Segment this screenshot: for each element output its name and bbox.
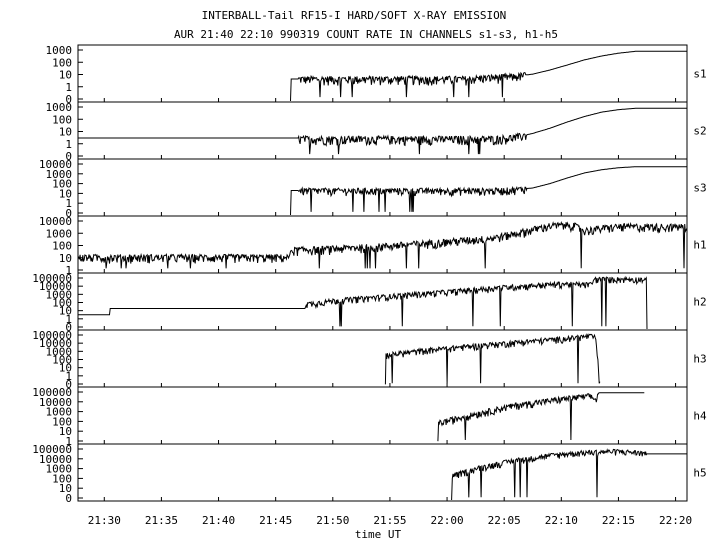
series-line-h2 [78, 275, 648, 330]
chart-subtitle: AUR 21:40 22:10 990319 COUNT RATE IN CHA… [174, 28, 558, 41]
x-tick-label: 21:35 [145, 514, 178, 527]
x-tick-label: 22:05 [488, 514, 521, 527]
y-tick-label: 100 [52, 56, 72, 69]
y-tick-label: 10 [59, 187, 72, 200]
y-tick-label: 10 [59, 425, 72, 438]
x-tick-label: 21:50 [316, 514, 349, 527]
y-tick-label: 1000 [46, 227, 73, 240]
panel-frame [77, 443, 688, 502]
series-line-s1 [290, 50, 687, 102]
y-tick-label: 1000 [46, 406, 73, 419]
y-tick-label: 100 [52, 354, 72, 367]
panel-frame [77, 101, 688, 160]
y-tick-label: 10000 [39, 280, 72, 293]
y-tick-label: 1 [65, 197, 72, 210]
panel-label: s2 [693, 125, 706, 138]
y-tick-label: 10 [59, 69, 72, 82]
y-tick-label: 100 [52, 178, 72, 191]
panel-frame [77, 215, 688, 274]
x-axis: 21:30 21:35 21:40 21:45 21:50 21:55 22:00 22:05… [88, 514, 692, 527]
y-tick-label: 0 [65, 207, 72, 220]
y-tick-label: 1 [65, 81, 72, 94]
y-tick-label: 0 [65, 93, 72, 106]
series-line-h1 [77, 221, 688, 269]
panel-label: h2 [693, 296, 706, 309]
y-tick-label: 100000 [32, 443, 72, 456]
y-tick-label: 100000 [32, 329, 72, 342]
y-tick-label: 1 [65, 264, 72, 277]
y-tick-label: 100 [52, 113, 72, 126]
panels: 10001001010s110001001010s210000100010010… [32, 44, 707, 505]
y-tick-label: 1000 [46, 288, 73, 301]
series-line-s3 [290, 166, 687, 216]
x-tick-label: 22:10 [545, 514, 578, 527]
y-tick-label: 0 [65, 378, 72, 391]
y-tick-label: 10000 [39, 453, 72, 466]
series-line-h4 [437, 392, 645, 442]
y-tick-label: 10 [59, 252, 72, 265]
y-tick-label: 100 [52, 240, 72, 253]
y-tick-label: 1 [65, 313, 72, 326]
y-tick-label: 10000 [39, 396, 72, 409]
chart-title: INTERBALL-Tail RF15-I HARD/SOFT X-RAY EM… [202, 9, 507, 22]
y-tick-label: 10000 [39, 215, 72, 228]
y-tick-label: 1000 [46, 101, 73, 114]
y-tick-label: 100 [52, 472, 72, 485]
y-tick-label: 1 [65, 370, 72, 383]
y-tick-label: 1 [65, 138, 72, 151]
series-line-h3 [384, 333, 601, 385]
y-tick-label: 1000 [46, 44, 73, 57]
y-tick-label: 0 [65, 492, 72, 505]
y-tick-label: 10 [59, 482, 72, 495]
series-line-h5 [451, 448, 687, 501]
panel-label: s1 [693, 68, 706, 81]
x-tick-label: 21:30 [88, 514, 121, 527]
y-tick-label: 100000 [32, 386, 72, 399]
panel-frame [77, 158, 688, 217]
y-tick-label: 10 [59, 362, 72, 375]
x-tick-label: 22:20 [659, 514, 692, 527]
y-tick-label: 1000 [46, 168, 73, 181]
panel-frame [77, 386, 688, 445]
series-line-s2 [78, 107, 687, 155]
y-tick-label: 1000 [46, 345, 73, 358]
y-tick-label: 0 [65, 321, 72, 334]
panel-label: s3 [693, 182, 706, 195]
panel-label: h3 [693, 353, 706, 366]
y-tick-label: 100 [52, 415, 72, 428]
x-tick-label: 21:45 [259, 514, 292, 527]
x-tick-label: 22:15 [602, 514, 635, 527]
y-tick-label: 10000 [39, 337, 72, 350]
panel-label: h5 [693, 467, 706, 480]
y-tick-label: 10000 [39, 158, 72, 171]
panel-frame [77, 44, 688, 103]
y-tick-label: 100 [52, 297, 72, 310]
y-tick-label: 1 [65, 435, 72, 448]
y-tick-label: 0 [65, 150, 72, 163]
x-tick-label: 22:00 [430, 514, 463, 527]
y-tick-label: 10 [59, 126, 72, 139]
panel-label: h4 [693, 410, 707, 423]
panel-label: h1 [693, 239, 706, 252]
y-tick-label: 100000 [32, 272, 72, 285]
x-tick-label: 21:40 [202, 514, 235, 527]
x-axis-label: time UT [355, 528, 402, 541]
y-tick-label: 10 [59, 305, 72, 318]
y-tick-label: 1000 [46, 463, 73, 476]
x-tick-label: 21:55 [373, 514, 406, 527]
